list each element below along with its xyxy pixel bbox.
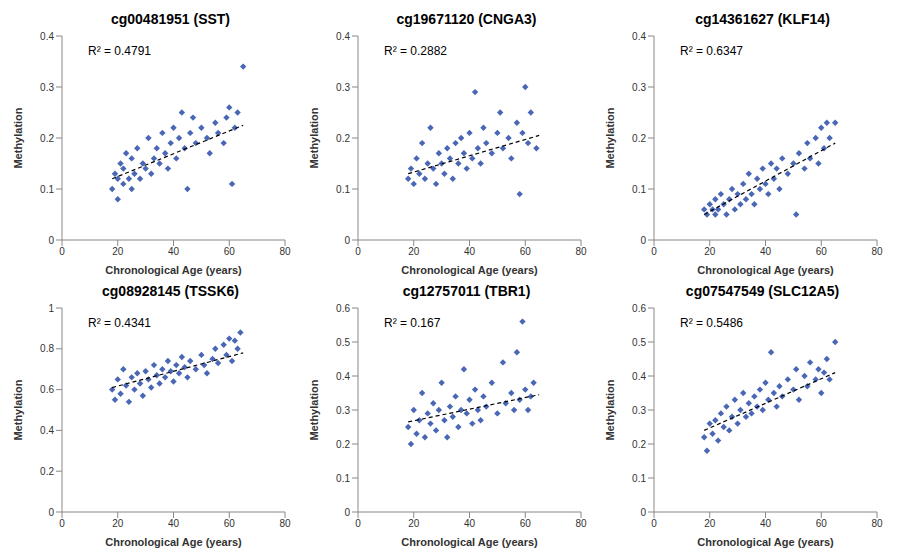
html-text:cg08928145 (TSSK6): cg08928145 (TSSK6): [102, 283, 239, 299]
svg-text:0.2: 0.2: [632, 439, 646, 450]
svg-text:0: 0: [344, 235, 350, 246]
html-text:R² = 0.6347: R² = 0.6347: [680, 44, 743, 58]
svg-text:Methylation: Methylation: [308, 379, 320, 440]
svg-text:1: 1: [48, 303, 54, 314]
html-text:R² = 0.5486: R² = 0.5486: [680, 316, 743, 330]
svg-text:0.3: 0.3: [336, 405, 350, 416]
svg-text:0: 0: [355, 246, 361, 257]
svg-text:0: 0: [355, 518, 361, 529]
html-text:R² = 0.2882: R² = 0.2882: [384, 44, 447, 58]
svg-text:0: 0: [651, 518, 657, 529]
svg-text:0.4: 0.4: [632, 31, 646, 42]
svg-text:Chronological Age (years): Chronological Age (years): [697, 264, 834, 276]
svg-text:0: 0: [651, 246, 657, 257]
svg-text:0.6: 0.6: [40, 384, 54, 395]
svg-text:0.4: 0.4: [40, 31, 54, 42]
svg-text:20: 20: [704, 518, 716, 529]
svg-text:40: 40: [760, 246, 772, 257]
svg-text:0: 0: [59, 518, 65, 529]
svg-text:0.1: 0.1: [632, 473, 646, 484]
svg-text:0.6: 0.6: [336, 303, 350, 314]
html-text:R² = 0.4341: R² = 0.4341: [88, 316, 151, 330]
svg-text:20: 20: [112, 518, 124, 529]
svg-text:40: 40: [760, 518, 772, 529]
svg-text:0.1: 0.1: [336, 184, 350, 195]
svg-text:0.4: 0.4: [336, 31, 350, 42]
html-text:cg00481951 (SST): cg00481951 (SST): [111, 11, 230, 27]
svg-text:Chronological Age (years): Chronological Age (years): [401, 536, 538, 548]
svg-text:60: 60: [224, 518, 236, 529]
svg-text:20: 20: [408, 518, 420, 529]
svg-text:0.5: 0.5: [336, 337, 350, 348]
svg-text:Methylation: Methylation: [604, 107, 616, 168]
svg-text:80: 80: [279, 518, 291, 529]
svg-text:0.3: 0.3: [632, 405, 646, 416]
html-text:cg14361627 (KLF14): cg14361627 (KLF14): [695, 11, 830, 27]
svg-text:40: 40: [168, 518, 180, 529]
svg-text:0.4: 0.4: [336, 371, 350, 382]
svg-text:0: 0: [640, 507, 646, 518]
svg-text:80: 80: [575, 246, 587, 257]
svg-text:60: 60: [224, 246, 236, 257]
svg-text:0.2: 0.2: [336, 439, 350, 450]
svg-text:Chronological Age (years): Chronological Age (years): [401, 264, 538, 276]
html-text:cg12757011 (TBR1): cg12757011 (TBR1): [402, 283, 531, 299]
svg-text:0.2: 0.2: [40, 466, 54, 477]
svg-text:20: 20: [704, 246, 716, 257]
svg-text:40: 40: [464, 246, 476, 257]
svg-text:80: 80: [575, 518, 587, 529]
svg-text:0.2: 0.2: [40, 133, 54, 144]
svg-text:0.3: 0.3: [40, 82, 54, 93]
svg-text:0: 0: [48, 235, 54, 246]
svg-text:60: 60: [520, 518, 532, 529]
html-text:cg19671120 (CNGA3): cg19671120 (CNGA3): [396, 11, 537, 27]
svg-text:80: 80: [871, 246, 883, 257]
svg-text:Methylation: Methylation: [12, 107, 24, 168]
svg-text:0: 0: [59, 246, 65, 257]
svg-text:80: 80: [871, 518, 883, 529]
svg-text:Methylation: Methylation: [308, 107, 320, 168]
svg-text:40: 40: [168, 246, 180, 257]
svg-text:20: 20: [408, 246, 420, 257]
svg-text:20: 20: [112, 246, 124, 257]
svg-text:0.1: 0.1: [632, 184, 646, 195]
svg-text:0: 0: [640, 235, 646, 246]
svg-text:0.3: 0.3: [336, 82, 350, 93]
svg-text:0.1: 0.1: [336, 473, 350, 484]
svg-text:60: 60: [816, 518, 828, 529]
svg-text:0: 0: [344, 507, 350, 518]
svg-text:60: 60: [520, 246, 532, 257]
svg-text:Chronological Age (years): Chronological Age (years): [105, 264, 242, 276]
html-text:R² = 0.167: R² = 0.167: [384, 316, 441, 330]
svg-text:0.4: 0.4: [632, 371, 646, 382]
svg-text:0.3: 0.3: [632, 82, 646, 93]
svg-text:0.2: 0.2: [336, 133, 350, 144]
svg-text:0.2: 0.2: [632, 133, 646, 144]
svg-text:0.8: 0.8: [40, 343, 54, 354]
svg-text:Chronological Age (years): Chronological Age (years): [697, 536, 834, 548]
svg-text:Methylation: Methylation: [12, 379, 24, 440]
svg-text:0: 0: [48, 507, 54, 518]
svg-text:Chronological Age (years): Chronological Age (years): [105, 536, 242, 548]
svg-text:0.1: 0.1: [40, 184, 54, 195]
svg-text:40: 40: [464, 518, 476, 529]
svg-text:0.6: 0.6: [632, 303, 646, 314]
html-text:cg07547549 (SLC12A5): cg07547549 (SLC12A5): [685, 283, 840, 299]
svg-text:80: 80: [279, 246, 291, 257]
svg-text:0.4: 0.4: [40, 425, 54, 436]
svg-text:60: 60: [816, 246, 828, 257]
html-text:R² = 0.4791: R² = 0.4791: [88, 44, 151, 58]
svg-text:0.5: 0.5: [632, 337, 646, 348]
svg-text:Methylation: Methylation: [604, 379, 616, 440]
